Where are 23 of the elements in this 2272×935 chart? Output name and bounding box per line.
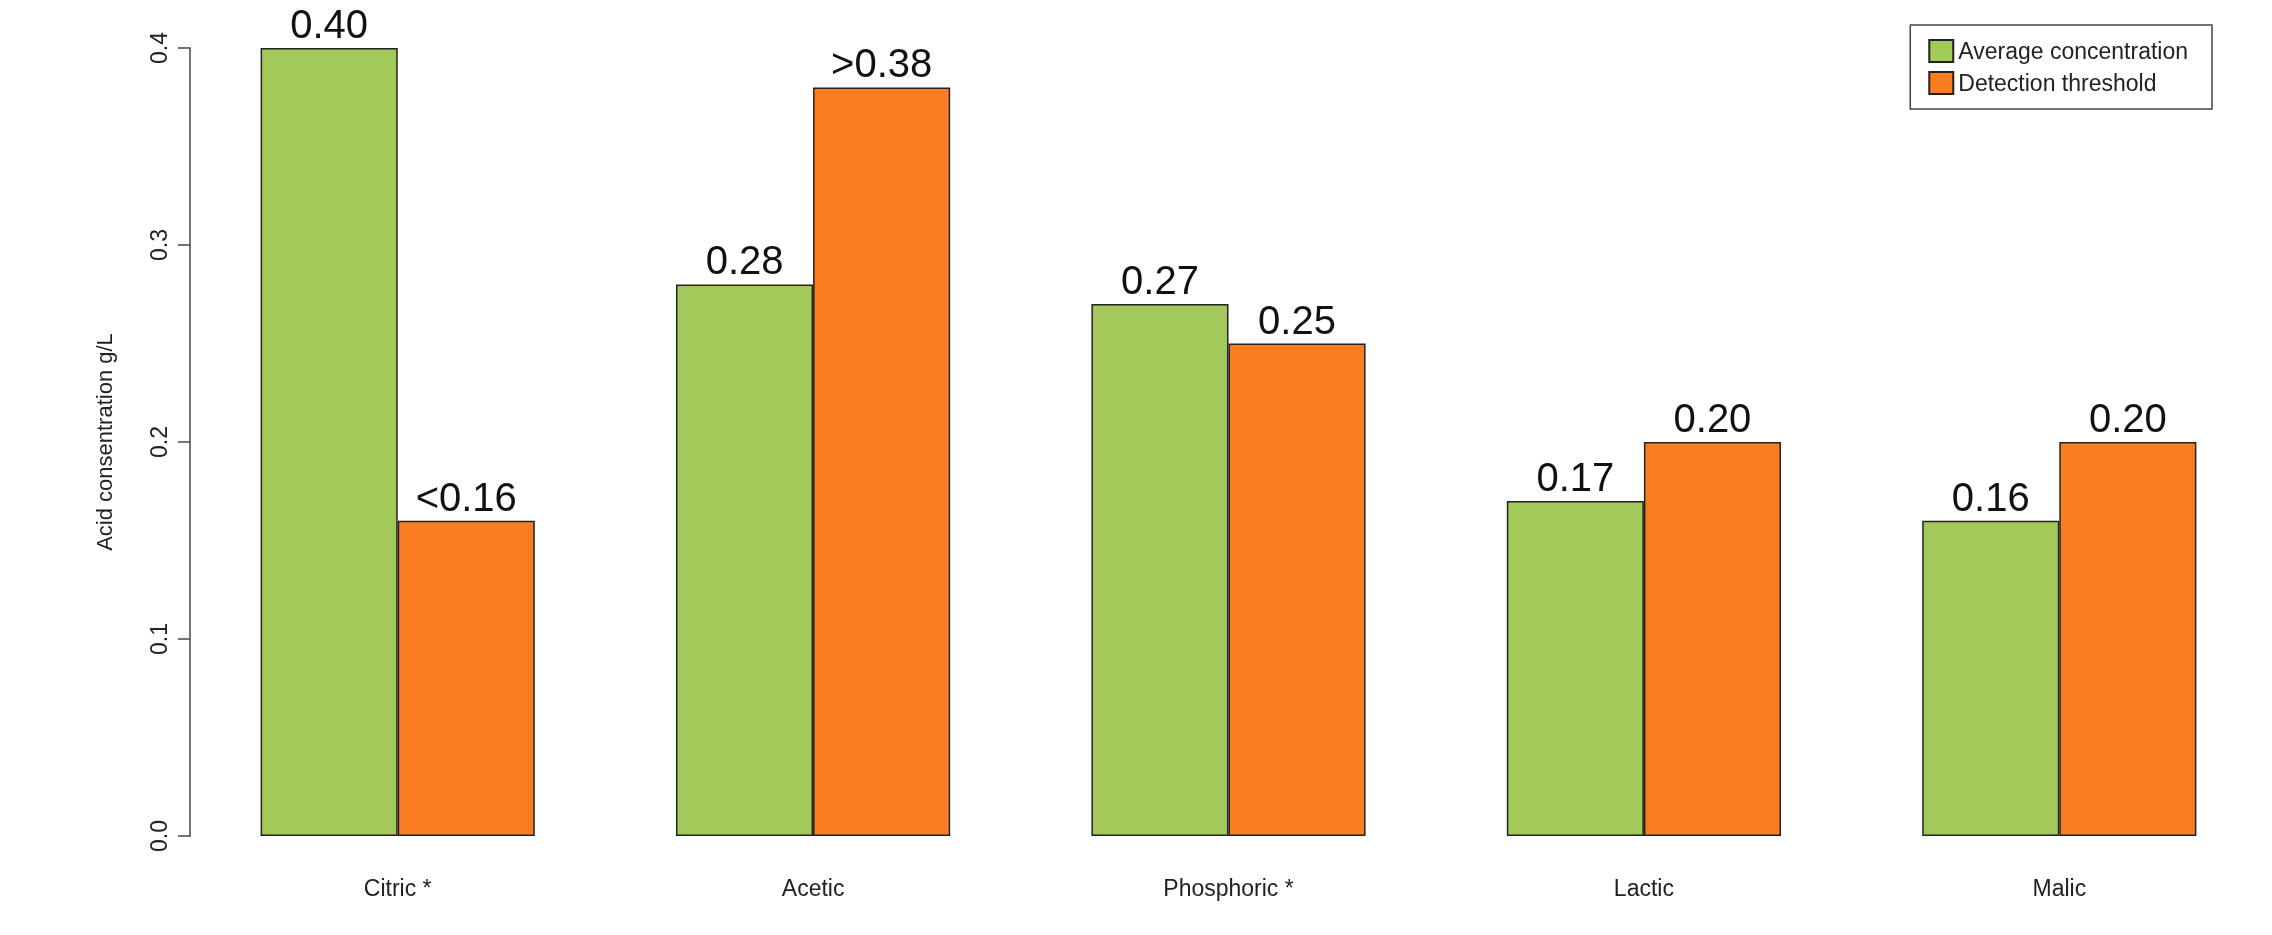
y-tick-label: 0.3 — [145, 229, 172, 261]
x-tick-label: Citric * — [363, 874, 432, 901]
x-tick-label: Malic — [2032, 874, 2087, 901]
data-label: 0.20 — [1673, 396, 1752, 440]
x-tick-label: Acetic — [781, 874, 845, 901]
data-label: 0.17 — [1536, 455, 1615, 500]
y-tick-label: 0.2 — [145, 426, 172, 458]
data-label: 0.20 — [2088, 396, 2167, 440]
y-tick-label: 0.0 — [145, 820, 172, 852]
data-label: 0.40 — [290, 2, 369, 46]
data-label: 0.28 — [705, 238, 784, 283]
y-axis-title: Acid consentration g/L — [91, 333, 117, 551]
data-label: 0.25 — [1258, 297, 1336, 342]
data-label: 0.16 — [1951, 474, 2030, 519]
legend-label: Average concentration — [1958, 38, 2188, 64]
data-label: 0.27 — [1121, 258, 1199, 303]
y-tick-label: 0.4 — [145, 31, 172, 64]
legend-label: Detection threshold — [1958, 70, 2157, 96]
data-label: >0.38 — [831, 41, 933, 86]
x-tick-label: Lactic — [1613, 874, 1674, 901]
y-tick-label: 0.1 — [145, 623, 172, 655]
x-tick-label: Phosphoric * — [1163, 874, 1294, 901]
data-label: <0.16 — [415, 474, 517, 519]
